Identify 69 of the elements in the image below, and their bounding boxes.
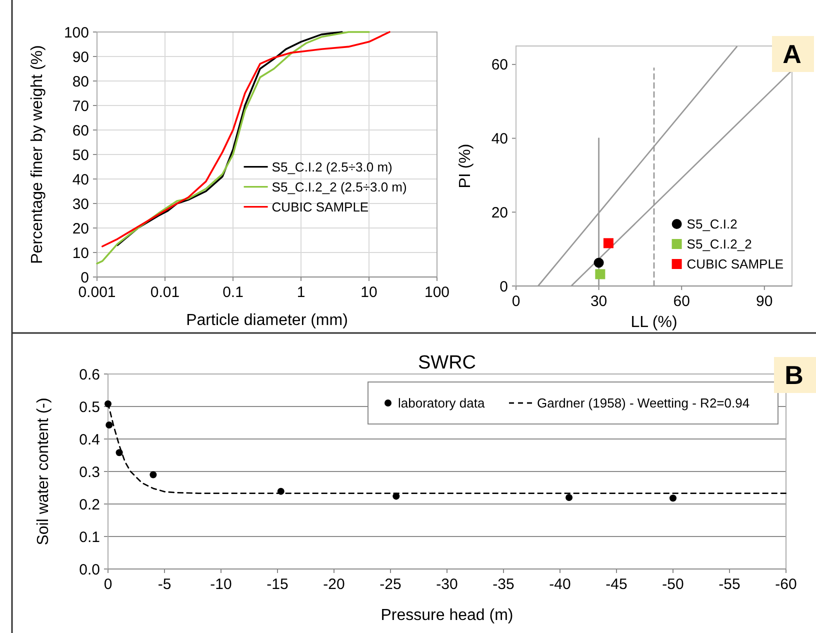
y-tick-label: 0.1 [79, 528, 100, 546]
y-tick-label: 100 [64, 24, 89, 42]
x-axis-title: Particle diameter (mm) [186, 312, 348, 329]
y-tick-label: 40 [491, 130, 508, 148]
point [603, 238, 614, 248]
x-tick-label: -60 [775, 576, 797, 593]
y-tick-label: 10 [72, 244, 89, 262]
point [594, 258, 604, 268]
x-tick-label: -30 [436, 576, 458, 593]
x-tick-label: -15 [266, 576, 288, 593]
point [595, 269, 606, 280]
x-axis-title: LL (%) [630, 314, 678, 331]
y-axis-title: Percentage finer by weight (%) [29, 45, 46, 264]
x-tick-label: -50 [662, 576, 684, 593]
y-tick-label: 0.3 [79, 464, 100, 481]
x-tick-label: 0.01 [150, 284, 180, 301]
legend-label: Gardner (1958) - Weetting - R2=0.94 [537, 396, 750, 411]
y-tick-label: 20 [72, 220, 89, 238]
y-tick-label: 40 [72, 171, 89, 188]
legend-label: CUBIC SAMPLE [272, 199, 369, 214]
y-tick-label: 0.4 [79, 431, 100, 448]
legend-label: CUBIC SAMPLE [686, 256, 784, 272]
x-axis-title: Pressure head (m) [380, 607, 514, 624]
y-tick-label: 0.0 [79, 561, 100, 578]
chart-title: SWRC [418, 352, 476, 374]
y-axis-title: PI (%) [457, 144, 474, 188]
x-tick-label: -10 [210, 576, 232, 593]
x-tick-label: 0 [104, 576, 112, 593]
point [150, 471, 157, 478]
y-tick-label: 0.5 [79, 398, 100, 416]
x-tick-label: 60 [673, 293, 690, 310]
y-tick-label: 0.2 [79, 496, 100, 514]
legend-label: S5_C.I.2 [686, 216, 738, 232]
x-tick-label: 0.1 [222, 284, 244, 301]
x-tick-label: 30 [590, 293, 608, 310]
x-tick-label: 0 [512, 293, 520, 310]
legend-label: S5_C.I.2_2 (2.5÷3.0 m) [272, 179, 407, 194]
y-tick-label: 30 [72, 196, 89, 213]
y-tick-label: 50 [72, 146, 89, 164]
x-tick-label: 1 [296, 284, 306, 301]
y-tick-label: 60 [72, 122, 89, 140]
y-tick-label: 70 [72, 98, 89, 115]
x-tick-label: -35 [492, 576, 514, 593]
y-tick-label: 0.6 [79, 366, 100, 384]
y-tick-label: 80 [72, 73, 89, 90]
y-axis-title: Soil water content (-) [35, 398, 52, 546]
y-tick-label: 20 [491, 204, 508, 222]
x-tick-label: -20 [323, 576, 345, 593]
point [566, 494, 573, 501]
annotation: B [784, 360, 804, 390]
x-tick-label: -5 [158, 576, 172, 593]
legend-label: S5_C.I.2 (2.5÷3.0 m) [272, 159, 392, 174]
legend-label: laboratory data [398, 396, 486, 411]
point [116, 449, 123, 456]
point [106, 422, 113, 429]
y-tick-label: 90 [72, 48, 89, 66]
x-tick-label: -25 [380, 576, 402, 593]
x-tick-label: 10 [360, 284, 378, 301]
x-tick-label: 90 [756, 293, 773, 310]
x-tick-label: -55 [718, 576, 740, 593]
y-tick-label: 0 [80, 269, 89, 286]
annotation: A [782, 39, 802, 70]
x-tick-label: -40 [549, 576, 571, 593]
x-tick-label: -45 [606, 576, 628, 593]
y-tick-label: 60 [491, 56, 508, 74]
point [670, 494, 676, 502]
legend-label: S5_C.I.2_2 [686, 236, 752, 252]
x-tick-label: 100 [424, 284, 450, 301]
x-tick-label: 0.001 [78, 284, 116, 301]
